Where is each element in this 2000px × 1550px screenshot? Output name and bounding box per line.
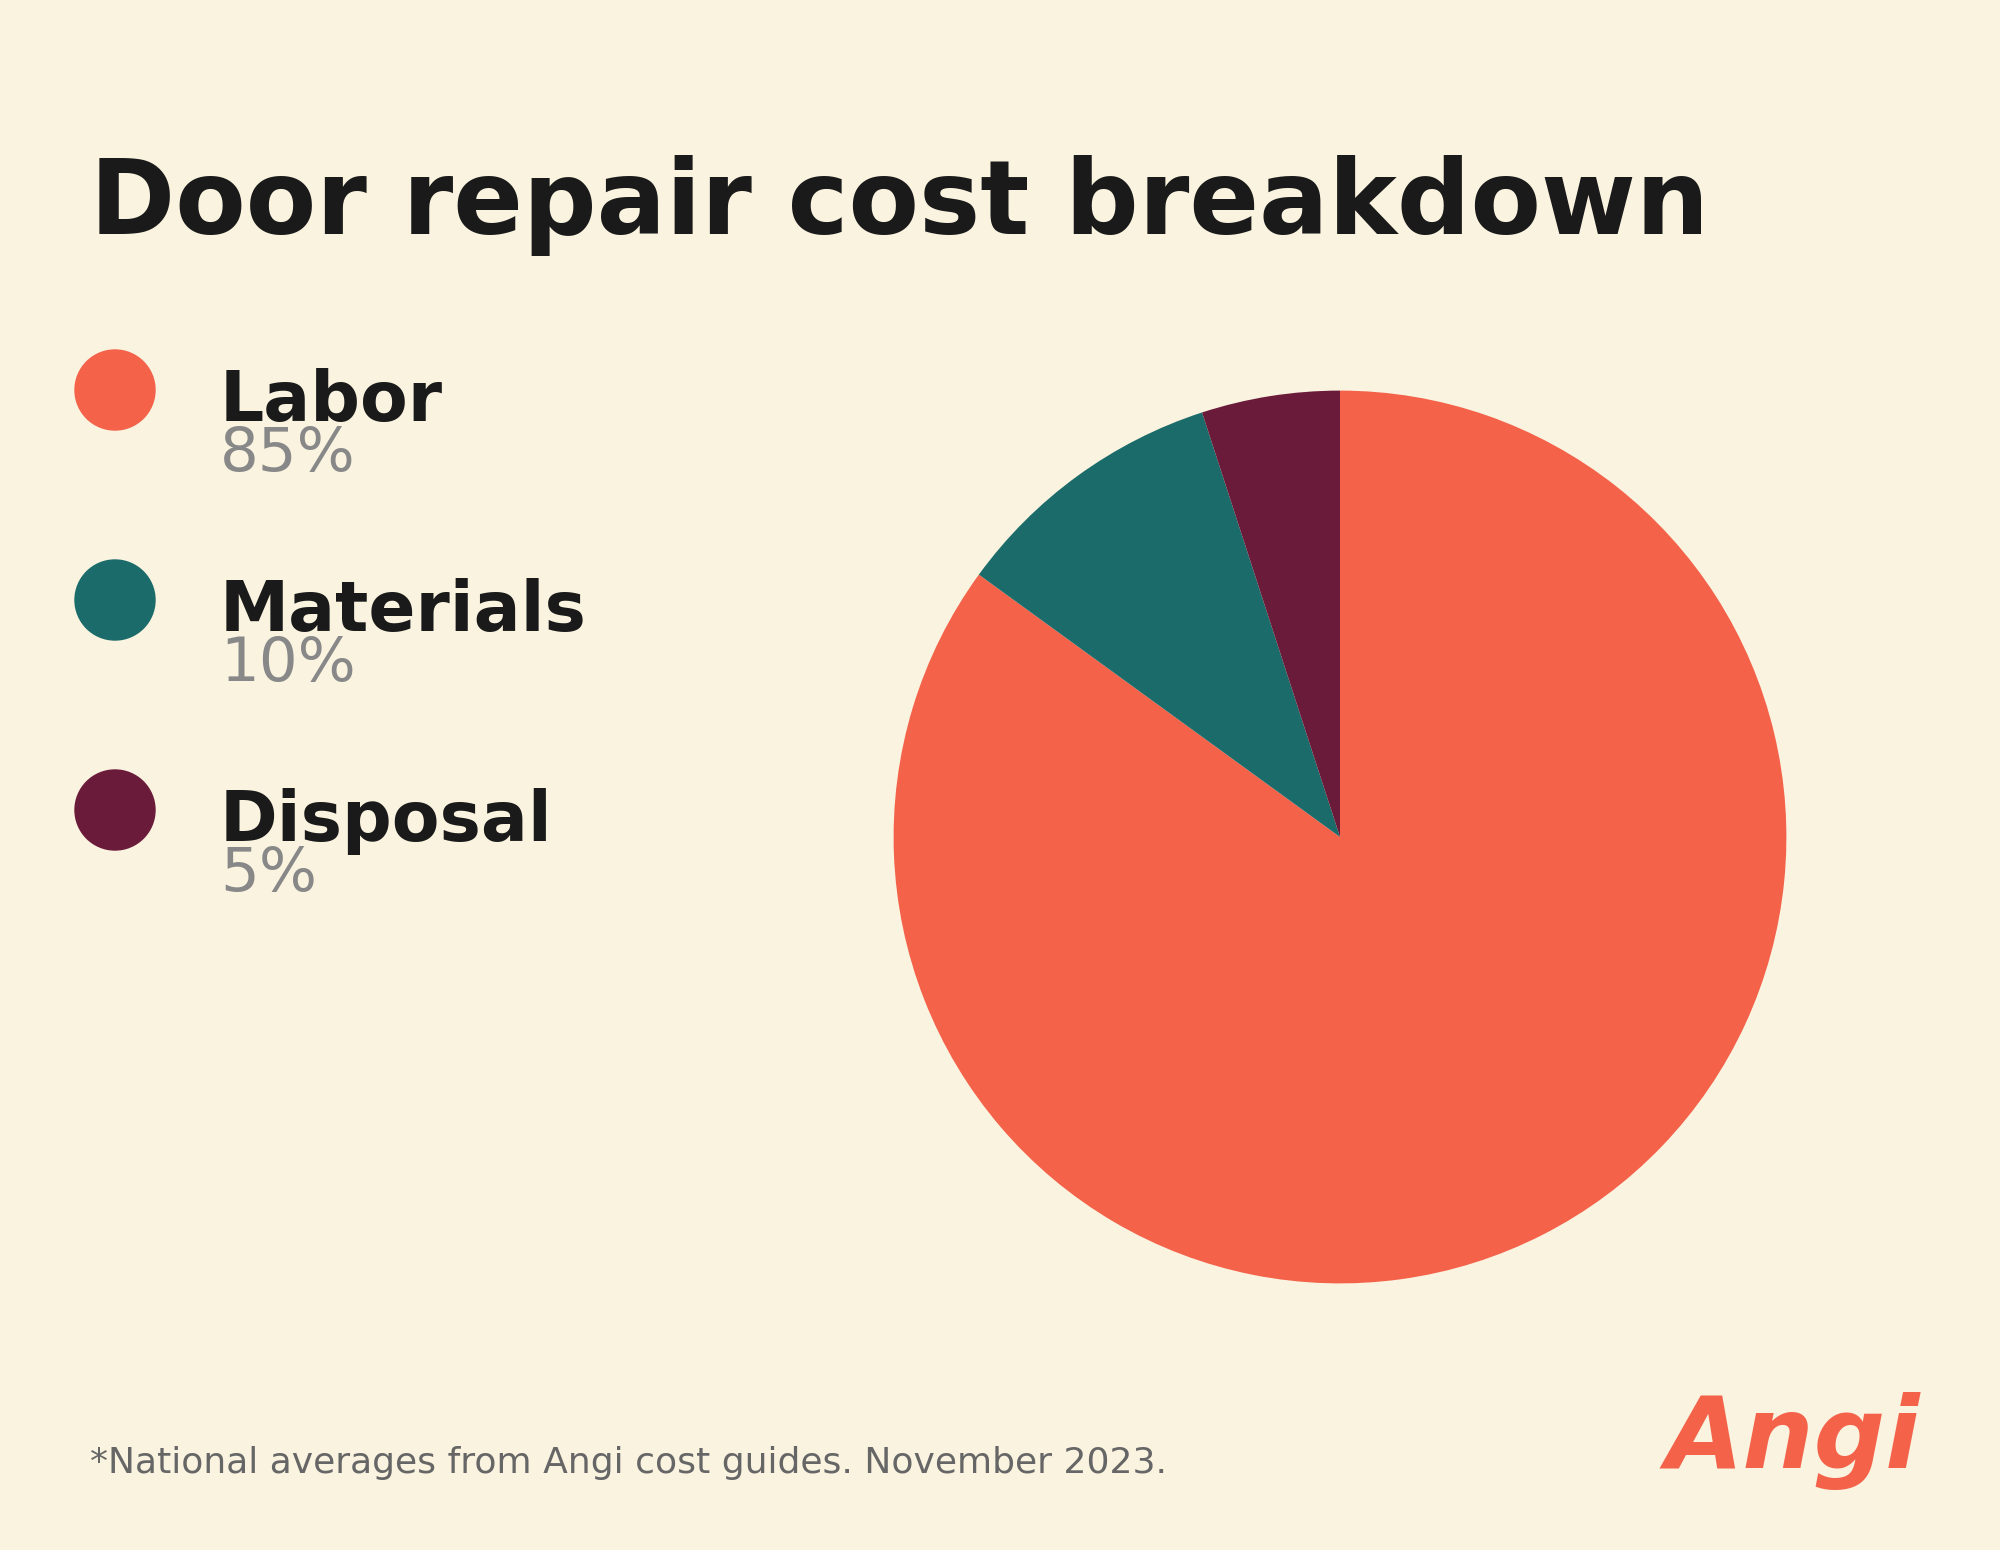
Text: Materials: Materials: [220, 578, 586, 645]
Text: 10%: 10%: [220, 636, 356, 694]
Text: Disposal: Disposal: [220, 787, 552, 856]
Ellipse shape: [76, 350, 156, 429]
Ellipse shape: [76, 560, 156, 640]
Wedge shape: [1202, 391, 1340, 837]
Text: *National averages from Angi cost guides. November 2023.: *National averages from Angi cost guides…: [90, 1446, 1168, 1480]
Text: Labor: Labor: [220, 367, 444, 436]
Text: Door repair cost breakdown: Door repair cost breakdown: [90, 155, 1708, 256]
Text: 85%: 85%: [220, 425, 356, 484]
Wedge shape: [894, 391, 1786, 1283]
Ellipse shape: [76, 770, 156, 849]
Text: Angi: Angi: [1666, 1392, 1920, 1490]
Wedge shape: [978, 412, 1340, 837]
Text: 5%: 5%: [220, 845, 316, 904]
